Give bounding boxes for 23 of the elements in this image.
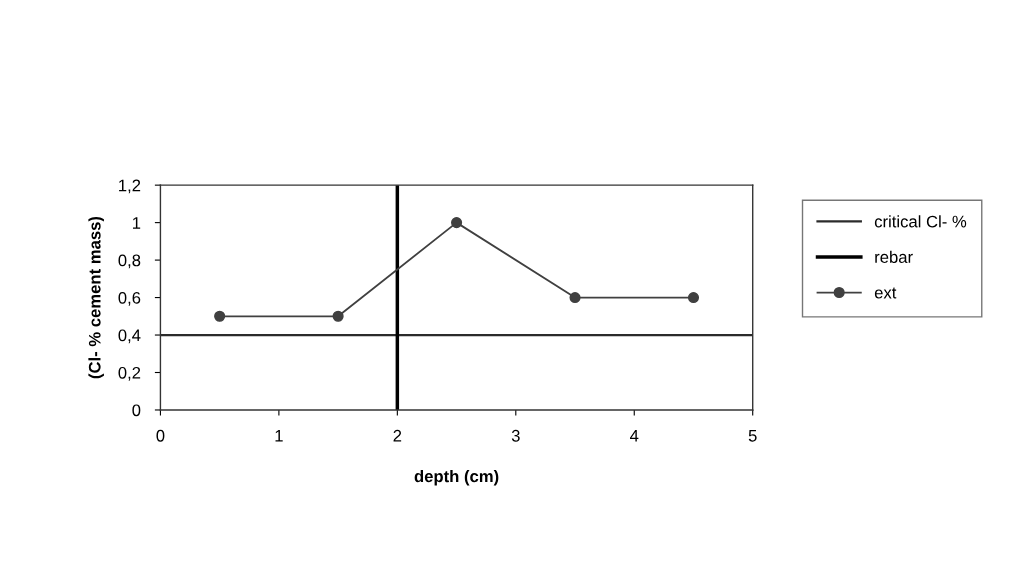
point	[687, 292, 700, 304]
y-tick-label: 0,8	[118, 254, 141, 269]
x-tick-label: 0	[156, 429, 165, 442]
x-tick-label: 4	[630, 430, 639, 442]
y-tick-label: 1	[132, 217, 141, 229]
legend-label: ext	[874, 287, 897, 299]
y-axis-title: (Cl- % cement mass)	[88, 216, 104, 379]
y-tick-label: 0	[132, 404, 141, 417]
y-tick-label: 0,2	[118, 366, 141, 381]
point	[451, 217, 463, 229]
x-tick-label: 5	[748, 430, 757, 442]
x-tick-label: 1	[275, 430, 283, 442]
point	[214, 310, 226, 322]
legend-label: critical Cl- %	[874, 215, 967, 228]
y-tick-label: 0,6	[118, 291, 141, 306]
point	[332, 310, 344, 322]
y-tick-label: 1,2	[119, 179, 141, 194]
x-tick-label: 2	[393, 429, 402, 442]
point	[569, 292, 581, 304]
ref-line-label: rebar	[875, 250, 913, 264]
x-axis-title: depth (cm)	[414, 469, 499, 486]
x-tick-label: 3	[511, 429, 520, 442]
y-tick-label: 0,4	[118, 329, 141, 344]
